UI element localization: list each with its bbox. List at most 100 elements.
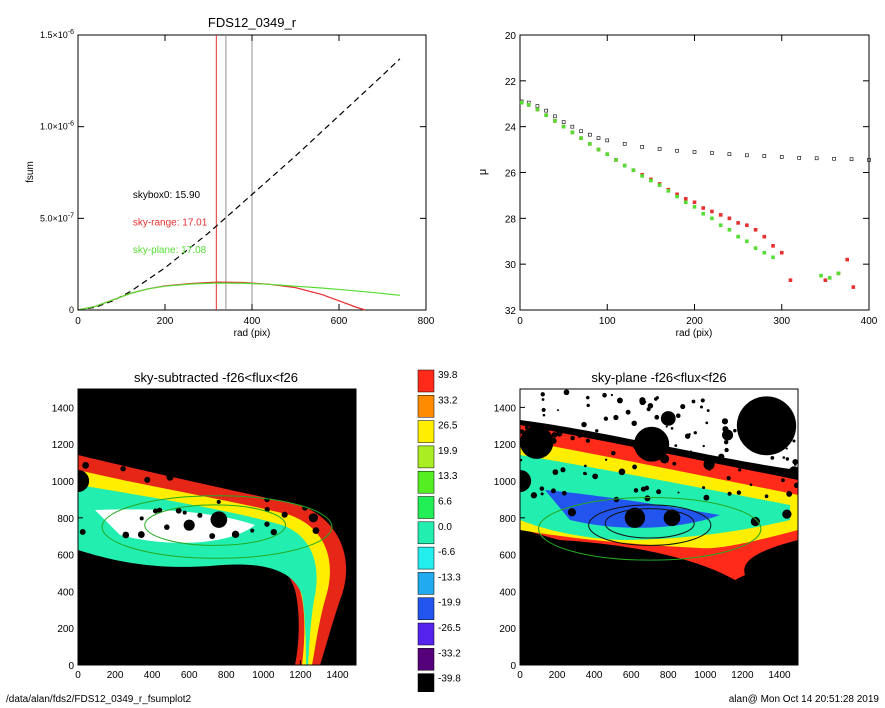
y-tick-label: 24 <box>505 123 517 134</box>
colorbar-label: 13.3 <box>438 471 458 482</box>
isophote-ellipse <box>101 495 333 559</box>
star-dot <box>341 470 347 476</box>
file-path-footer: /data/alan/fds2/FDS12_0349_r_fsumplot2 <box>6 694 192 705</box>
isophote-ellipses <box>538 497 762 561</box>
star-mask <box>618 468 626 476</box>
star-mask <box>624 507 646 528</box>
colorbar-label: 0.0 <box>438 522 452 533</box>
mu-point <box>579 129 583 134</box>
mu-point <box>762 250 767 255</box>
star-mask <box>736 396 797 456</box>
star-dot <box>653 397 658 401</box>
star-dot <box>182 510 187 515</box>
star-mask <box>750 516 761 527</box>
isophote-ellipse <box>588 504 712 546</box>
mu-point <box>710 209 714 214</box>
star-dot <box>144 476 151 483</box>
star-dot <box>610 393 614 397</box>
mu-series <box>519 99 871 289</box>
fsum-x-ticks: 0 200 400 600 800 <box>75 35 435 327</box>
mu-point <box>622 142 627 146</box>
fsum-x-label: rad (pix) <box>234 328 271 339</box>
y-tick-label: 5.0×10-7 <box>40 212 74 223</box>
sky-subtracted-image: sky-subtracted -f26<flux<f26 0 200 400 600 8… <box>52 370 357 681</box>
mu-x-label: rad (pix) <box>676 328 713 339</box>
star-mask <box>660 411 676 426</box>
star-dot <box>699 405 703 409</box>
mu-point <box>849 157 854 162</box>
star-dot <box>581 421 587 428</box>
star-dot <box>548 442 553 447</box>
mu-point <box>683 197 688 201</box>
star-dot <box>162 459 168 465</box>
star-dot <box>227 462 232 467</box>
figure-canvas: FDS12_0349_r skybox0: 15.90 sky-range: 17… <box>25 15 878 692</box>
mu-point <box>736 221 740 225</box>
y-tick-label: 28 <box>505 214 517 225</box>
star-dot <box>556 409 559 412</box>
star-dot <box>276 465 283 472</box>
star-dot <box>733 428 737 433</box>
star-dot <box>577 432 583 438</box>
star-dot <box>331 513 335 518</box>
fsum-plot-title: FDS12_0349_r <box>208 15 297 30</box>
colorbar-label: 19.9 <box>438 446 458 457</box>
mu-point <box>553 119 557 123</box>
star-dot <box>556 430 563 437</box>
mu-y-ticks: 20 22 24 26 28 30 32 <box>505 31 869 317</box>
star-dot <box>540 392 545 397</box>
star-dot <box>613 496 620 503</box>
mu-point <box>605 138 610 143</box>
star-dot <box>702 486 706 490</box>
star-dot <box>122 531 130 539</box>
mu-point <box>622 163 627 168</box>
star-dot <box>736 490 742 495</box>
star-dot <box>230 472 235 477</box>
star-dot <box>674 444 678 447</box>
star-dot <box>700 398 705 403</box>
mu-point <box>771 255 775 260</box>
star-dot <box>139 516 144 521</box>
mu-point <box>788 278 793 283</box>
star-dot <box>703 494 710 501</box>
colorbar-swatch <box>417 445 435 469</box>
star-dot <box>526 449 530 453</box>
y-tick-label: 20 <box>505 31 517 42</box>
star-mask <box>264 496 270 503</box>
star-dot <box>585 395 590 400</box>
star-dot <box>783 425 788 430</box>
star-dot <box>616 397 623 404</box>
y-tick-label: 200 <box>57 624 74 635</box>
colorbar-swatch <box>417 572 435 595</box>
star-dot <box>781 478 785 483</box>
star-dot <box>765 428 769 432</box>
sky-annotations: skybox0: 15.90 sky-range: 17.01 sky-plane:… <box>133 190 208 256</box>
star-mask <box>78 469 90 493</box>
star-dot <box>726 475 731 481</box>
mu-point <box>779 155 784 159</box>
mu-point <box>657 183 662 187</box>
x-tick-label: 1400 <box>768 670 791 681</box>
mu-point <box>587 142 592 146</box>
x-tick-label: 200 <box>107 670 124 681</box>
y-tick-label: 1200 <box>494 440 517 451</box>
y-tick-label: 1200 <box>52 440 75 451</box>
image-frame <box>519 388 799 666</box>
star-dot <box>793 482 798 488</box>
star-mask <box>703 458 715 470</box>
star-dot <box>702 444 705 448</box>
mu-point <box>692 200 697 205</box>
star-dot <box>705 421 709 425</box>
star-dot <box>541 407 546 413</box>
star-dot <box>785 457 790 461</box>
star-dot <box>524 425 529 430</box>
mu-point <box>718 223 723 228</box>
y-tick-label: 26 <box>505 169 517 180</box>
star-dot <box>769 448 774 453</box>
star-mask <box>231 530 240 539</box>
star-dot <box>541 398 545 401</box>
mu-point <box>867 158 871 162</box>
isophote-ellipses <box>101 495 333 559</box>
star-dot <box>680 403 686 410</box>
colorbar-swatch <box>417 420 435 443</box>
